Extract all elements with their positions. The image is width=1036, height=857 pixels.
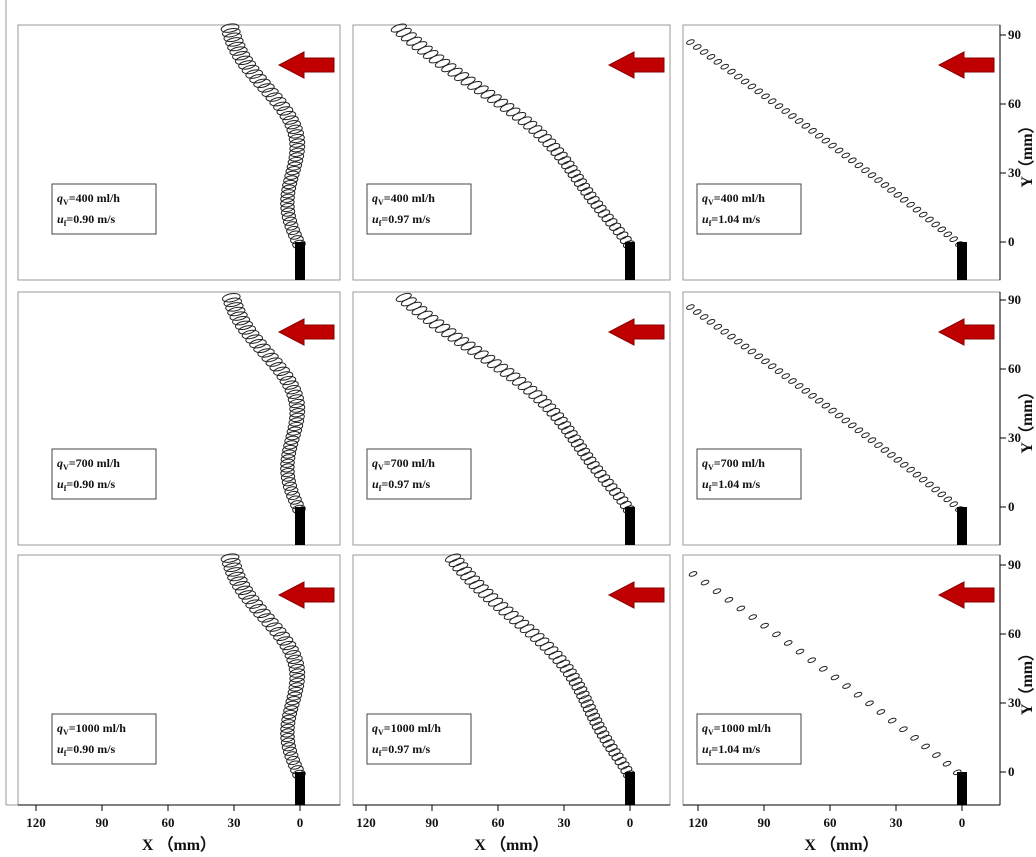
- nozzle: [625, 507, 635, 545]
- nozzle: [957, 772, 967, 805]
- x-tick-label: 0: [627, 815, 634, 830]
- info-text: uf=0.97 m/s: [372, 742, 431, 758]
- info-value: =0.90 m/s: [66, 477, 115, 491]
- y-axis-title: Y（mm）: [1018, 383, 1036, 453]
- x-tick-label: 60: [824, 815, 837, 830]
- x-tick-label: 120: [26, 815, 46, 830]
- info-value: =700 ml/h: [714, 456, 766, 470]
- info-text: uf=0.90 m/s: [57, 212, 116, 228]
- info-text: uf=0.97 m/s: [372, 477, 431, 493]
- y-tick-label: 90: [1008, 292, 1021, 307]
- x-axis-title: X （mm）: [804, 836, 878, 854]
- info-text: uf=0.90 m/s: [57, 477, 116, 493]
- y-tick-label: 0: [1008, 499, 1015, 514]
- x-tick-label: 30: [890, 815, 903, 830]
- nozzle: [957, 507, 967, 545]
- nozzle: [295, 507, 305, 545]
- info-text: uf=0.90 m/s: [57, 742, 116, 758]
- x-tick-label: 30: [228, 815, 241, 830]
- info-text: uf=1.04 m/s: [702, 742, 761, 758]
- y-tick-label: 90: [1008, 27, 1021, 42]
- info-value: =700 ml/h: [384, 456, 436, 470]
- x-tick-label: 60: [162, 815, 175, 830]
- nozzle: [957, 242, 967, 280]
- x-tick-label: 90: [758, 815, 771, 830]
- x-tick-label: 30: [558, 815, 571, 830]
- x-tick-label: 120: [356, 815, 376, 830]
- info-value: =1.04 m/s: [711, 742, 760, 756]
- info-value: =1000 ml/h: [384, 721, 442, 735]
- nozzle: [625, 772, 635, 805]
- info-value: =0.90 m/s: [66, 742, 115, 756]
- x-tick-label: 120: [688, 815, 708, 830]
- info-text: uf=1.04 m/s: [702, 212, 761, 228]
- x-tick-label: 0: [297, 815, 304, 830]
- y-tick-label: 60: [1008, 626, 1021, 641]
- info-value: =1000 ml/h: [69, 721, 127, 735]
- info-value: =1.04 m/s: [711, 212, 760, 226]
- y-tick-label: 0: [1008, 234, 1015, 249]
- info-value: =1.04 m/s: [711, 477, 760, 491]
- info-value: =400 ml/h: [714, 191, 766, 205]
- nozzle: [295, 242, 305, 280]
- x-tick-label: 90: [96, 815, 109, 830]
- info-value: =0.97 m/s: [381, 212, 430, 226]
- info-value: =1000 ml/h: [714, 721, 772, 735]
- y-tick-label: 60: [1008, 96, 1021, 111]
- y-tick-label: 0: [1008, 764, 1015, 779]
- y-axis-title: Y（mm）: [1018, 645, 1036, 715]
- x-tick-label: 60: [492, 815, 505, 830]
- nozzle: [295, 772, 305, 805]
- figure: qV=400 ml/huf=0.90 m/sqV=400 ml/huf=0.97…: [0, 0, 1036, 857]
- nozzle: [625, 242, 635, 280]
- info-value: =0.97 m/s: [381, 477, 430, 491]
- y-tick-label: 60: [1008, 361, 1021, 376]
- y-tick-label: 90: [1008, 557, 1021, 572]
- info-value: =0.90 m/s: [66, 212, 115, 226]
- info-text: uf=1.04 m/s: [702, 477, 761, 493]
- info-text: uf=0.97 m/s: [372, 212, 431, 228]
- info-value: =0.97 m/s: [381, 742, 430, 756]
- x-tick-label: 90: [426, 815, 439, 830]
- x-axis-title: X （mm）: [474, 836, 548, 854]
- info-value: =400 ml/h: [384, 191, 436, 205]
- x-axis-title: X （mm）: [142, 836, 216, 854]
- info-value: =400 ml/h: [69, 191, 121, 205]
- y-axis-title: Y（mm）: [1018, 117, 1036, 187]
- x-tick-label: 0: [959, 815, 966, 830]
- info-value: =700 ml/h: [69, 456, 121, 470]
